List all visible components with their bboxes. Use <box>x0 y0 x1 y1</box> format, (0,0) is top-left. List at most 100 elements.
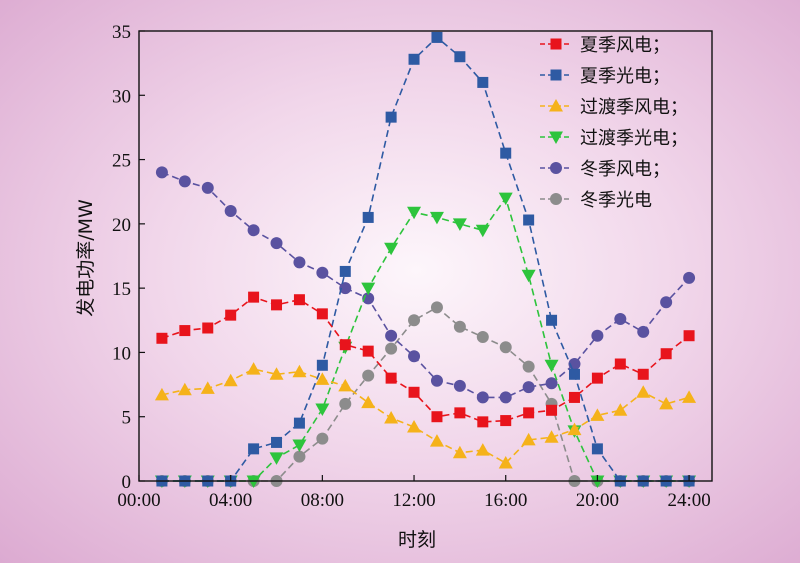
x-tick-label: 00:00 <box>117 490 160 511</box>
data-point <box>156 332 168 344</box>
data-point <box>339 397 352 410</box>
legend-label: 夏季风电； <box>580 35 670 56</box>
data-point <box>408 386 420 398</box>
y-tick-label: 10 <box>112 343 131 364</box>
data-point <box>361 395 376 409</box>
data-point <box>293 417 305 429</box>
data-point <box>269 452 284 465</box>
data-point <box>452 445 467 459</box>
data-point <box>316 432 329 445</box>
data-point <box>225 309 237 321</box>
data-point <box>385 372 397 384</box>
x-axis-label: 时刻 <box>398 529 436 551</box>
data-point <box>362 369 375 382</box>
data-point <box>591 329 604 342</box>
legend: 夏季风电； 夏季光电； 过渡季风电； 过渡季光电； 冬季风电； 冬季光电 <box>540 35 688 211</box>
y-tick-label: 0 <box>122 472 132 493</box>
data-point <box>683 271 696 284</box>
y-tick-label: 5 <box>122 408 132 429</box>
data-point <box>385 342 398 355</box>
data-point <box>453 379 466 392</box>
data-point <box>453 320 466 333</box>
y-axis-label: 发电功率/MW <box>75 199 97 317</box>
data-point <box>521 269 536 283</box>
x-tick-label: 04:00 <box>209 490 252 511</box>
data-point <box>200 381 215 394</box>
data-point <box>522 360 535 373</box>
data-point <box>498 192 513 206</box>
data-point <box>682 390 697 403</box>
legend-item: 夏季光电； <box>540 66 670 87</box>
data-point <box>362 211 374 223</box>
data-point <box>476 331 489 343</box>
data-point <box>475 224 490 238</box>
data-point <box>568 368 580 380</box>
y-tick-label: 30 <box>112 86 131 107</box>
data-point <box>477 416 489 428</box>
data-point <box>429 434 444 447</box>
data-point <box>498 456 513 469</box>
data-point <box>179 325 191 337</box>
legend-marker <box>550 162 562 174</box>
legend-item: 夏季风电； <box>540 35 670 56</box>
x-tick-label: 12:00 <box>392 490 435 511</box>
data-point <box>339 265 351 277</box>
data-point <box>590 475 605 488</box>
legend-item: 冬季光电 <box>540 190 652 211</box>
legend-item: 过渡季光电； <box>540 128 688 149</box>
data-point <box>546 404 558 416</box>
data-point <box>223 373 238 387</box>
data-point <box>476 391 489 404</box>
data-point <box>293 294 305 306</box>
data-point <box>201 181 214 194</box>
data-point <box>521 432 536 446</box>
data-point <box>500 415 512 427</box>
y-tick-label: 15 <box>112 279 131 300</box>
data-point <box>384 242 399 256</box>
data-point <box>407 206 422 220</box>
data-point <box>591 443 603 455</box>
data-point <box>637 325 650 338</box>
data-point <box>431 31 443 43</box>
data-point <box>202 322 214 334</box>
series-line <box>161 306 690 482</box>
data-point <box>499 341 512 354</box>
data-point <box>613 403 628 416</box>
data-point <box>385 111 397 123</box>
data-point <box>224 205 237 217</box>
data-point <box>155 166 168 179</box>
data-point <box>408 350 421 363</box>
data-point <box>430 374 443 387</box>
legend-marker <box>550 193 562 205</box>
data-point <box>315 372 330 385</box>
legend-marker <box>549 99 563 112</box>
series-line <box>161 368 690 464</box>
y-tick-label: 25 <box>112 151 131 172</box>
data-point <box>362 345 374 357</box>
series-1 <box>156 291 695 428</box>
data-point <box>567 422 582 436</box>
data-point <box>177 382 192 396</box>
data-point <box>544 359 559 373</box>
y-tick-label: 20 <box>112 215 131 236</box>
data-point <box>247 224 260 237</box>
data-point <box>500 147 512 159</box>
data-point <box>683 330 695 342</box>
data-point <box>338 378 353 392</box>
data-point <box>339 339 351 351</box>
x-tick-label: 08:00 <box>301 490 344 511</box>
data-point <box>660 348 672 360</box>
data-point <box>248 443 260 455</box>
data-point <box>591 372 603 384</box>
legend-label: 冬季光电 <box>580 190 652 211</box>
legend-label: 过渡季风电； <box>580 97 688 118</box>
series-line <box>161 296 690 423</box>
y-tick-label: 35 <box>112 22 131 43</box>
axes: 00:00 04:00 08:00 12:00 16:00 20:00 24:00 0 5 10 1… <box>112 22 713 511</box>
series-6 <box>155 301 696 487</box>
legend-marker <box>550 69 562 81</box>
x-tick-label: 24:00 <box>667 490 710 511</box>
data-point <box>292 364 307 378</box>
x-tick-label: 20:00 <box>576 490 619 511</box>
data-point <box>408 53 420 65</box>
